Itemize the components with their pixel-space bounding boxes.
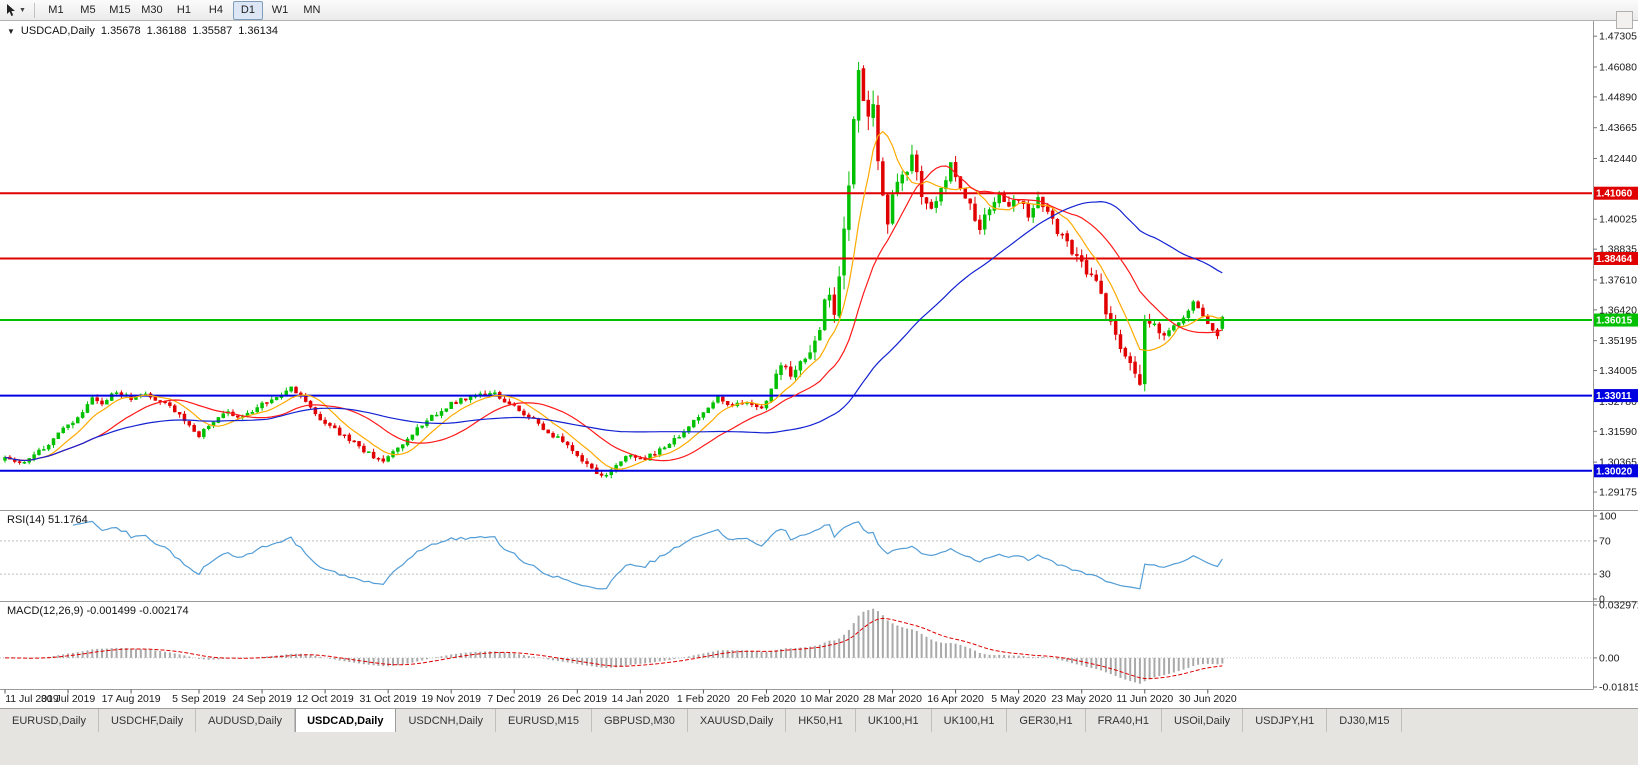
- ohlc-close-value: 1.36134: [238, 25, 278, 37]
- cursor-tool-button[interactable]: ▼: [3, 1, 29, 19]
- chart-tab-ger30-h1[interactable]: GER30,H1: [1007, 709, 1086, 732]
- scroll-up-button[interactable]: [1616, 11, 1633, 29]
- svg-text:5 Sep 2019: 5 Sep 2019: [172, 693, 226, 705]
- timeframe-button-h1[interactable]: H1: [176, 3, 191, 16]
- svg-text:70: 70: [1599, 535, 1611, 547]
- timeframe-button-m15[interactable]: M15: [109, 3, 131, 16]
- svg-text:1.36420: 1.36420: [1599, 304, 1637, 316]
- macd-indicator-label: MACD(12,26,9) -0.001499 -0.002174: [7, 605, 189, 617]
- svg-text:30 Jun 2020: 30 Jun 2020: [1179, 693, 1237, 705]
- chart-tab-usdjpy-h1[interactable]: USDJPY,H1: [1243, 709, 1328, 732]
- svg-text:24 Sep 2019: 24 Sep 2019: [232, 693, 292, 705]
- chart-tab-usdcad-daily[interactable]: USDCAD,Daily: [295, 709, 397, 732]
- price-chart-canvas[interactable]: 1.47305 1.46080 1.44890 1.43665 1.42440 1.400…: [0, 21, 1638, 707]
- chart-tab-usdchf-daily[interactable]: USDCHF,Daily: [99, 709, 197, 732]
- chart-tab-hk50-h1[interactable]: HK50,H1: [786, 709, 856, 732]
- svg-text:1 Feb 2020: 1 Feb 2020: [677, 693, 730, 705]
- timeframe-button-h4[interactable]: H4: [208, 3, 223, 16]
- cursor-arrow-icon: [7, 3, 15, 16]
- svg-text:19 Nov 2019: 19 Nov 2019: [421, 693, 481, 705]
- timeframe-toolbar: ▼ M1 M5 M15 M30 H1 H4 D1 W1 MN: [0, 0, 1638, 21]
- svg-text:1.40025: 1.40025: [1599, 214, 1637, 226]
- svg-text:16 Apr 2020: 16 Apr 2020: [927, 693, 984, 705]
- svg-text:1.35195: 1.35195: [1599, 335, 1637, 347]
- svg-text:-0.01815: -0.01815: [1599, 682, 1638, 694]
- svg-text:0.032972: 0.032972: [1599, 600, 1638, 612]
- chart-tab-audusd-daily[interactable]: AUDUSD,Daily: [196, 709, 296, 732]
- svg-text:1.31590: 1.31590: [1599, 426, 1637, 438]
- svg-text:1.38464: 1.38464: [1596, 254, 1633, 265]
- chart-tab-uk100-h1[interactable]: UK100,H1: [932, 709, 1008, 732]
- svg-text:1.46080: 1.46080: [1599, 61, 1637, 73]
- chart-tab-eurusd-daily[interactable]: EURUSD,Daily: [0, 709, 99, 732]
- chart-area[interactable]: 1.47305 1.46080 1.44890 1.43665 1.42440 1.400…: [0, 21, 1638, 707]
- svg-text:1.41060: 1.41060: [1596, 189, 1633, 200]
- chart-title: ▼ USDCAD,Daily 1.35678 1.36188 1.35587 1…: [7, 25, 278, 37]
- chart-tabbar: EURUSD,Daily USDCHF,Daily AUDUSD,Daily USDC…: [0, 708, 1638, 732]
- chart-tab-gbpusd-m30[interactable]: GBPUSD,M30: [592, 709, 688, 732]
- timeframe-button-d1[interactable]: D1: [232, 0, 263, 20]
- svg-text:11 Jun 2020: 11 Jun 2020: [1116, 693, 1173, 705]
- ohlc-low-value: 1.35587: [192, 25, 233, 37]
- svg-text:1.44890: 1.44890: [1599, 91, 1637, 103]
- chart-tab-usdcnh-daily[interactable]: USDCNH,Daily: [396, 709, 497, 732]
- svg-text:30: 30: [1599, 569, 1611, 581]
- timeframe-button-m1[interactable]: M1: [48, 3, 64, 16]
- ohlc-high-value: 1.36188: [146, 25, 187, 37]
- svg-text:26 Dec 2019: 26 Dec 2019: [548, 693, 608, 705]
- timeframe-button-mn[interactable]: MN: [303, 3, 321, 16]
- svg-text:23 May 2020: 23 May 2020: [1051, 693, 1112, 705]
- svg-text:1.43665: 1.43665: [1599, 122, 1637, 134]
- toolbar-separator: [33, 2, 35, 18]
- svg-text:1.37610: 1.37610: [1599, 274, 1637, 286]
- rsi-indicator-label: RSI(14) 51.1764: [7, 514, 88, 526]
- svg-text:14 Jan 2020: 14 Jan 2020: [611, 693, 669, 705]
- svg-text:11 Jul 2019: 11 Jul 2019: [5, 693, 59, 705]
- svg-text:31 Oct 2019: 31 Oct 2019: [360, 693, 417, 705]
- svg-text:7 Dec 2019: 7 Dec 2019: [487, 693, 541, 705]
- svg-text:28 Mar 2020: 28 Mar 2020: [863, 693, 922, 705]
- ohlc-open-value: 1.35678: [100, 25, 141, 37]
- svg-text:1.36015: 1.36015: [1596, 316, 1633, 327]
- svg-text:10 Mar 2020: 10 Mar 2020: [800, 693, 859, 705]
- chart-tab-usoil-daily[interactable]: USOil,Daily: [1162, 709, 1244, 732]
- svg-text:5 May 2020: 5 May 2020: [991, 693, 1046, 705]
- svg-text:1.33011: 1.33011: [1596, 391, 1632, 402]
- svg-text:1.29175: 1.29175: [1599, 487, 1637, 499]
- chevron-down-icon: ▼: [19, 6, 26, 14]
- timeframe-button-m30[interactable]: M30: [141, 3, 163, 16]
- svg-text:12 Oct 2019: 12 Oct 2019: [296, 693, 353, 705]
- chart-tab-uk100-h1[interactable]: UK100,H1: [856, 709, 932, 732]
- svg-text:1.42440: 1.42440: [1599, 153, 1637, 165]
- svg-text:20 Feb 2020: 20 Feb 2020: [737, 693, 796, 705]
- timeframe-button-m5[interactable]: M5: [80, 3, 96, 16]
- svg-text:17 Aug 2019: 17 Aug 2019: [102, 693, 161, 705]
- chart-tab-eurusd-m15[interactable]: EURUSD,M15: [496, 709, 592, 732]
- svg-text:0: 0: [1599, 594, 1605, 606]
- svg-text:0.00: 0.00: [1599, 652, 1620, 664]
- svg-text:1.30020: 1.30020: [1596, 466, 1633, 477]
- timeframe-button-group: M1 M5 M15 M30 H1 H4 D1 W1 MN: [40, 0, 328, 20]
- chart-tab-xauusd-daily[interactable]: XAUUSD,Daily: [688, 709, 787, 732]
- svg-text:100: 100: [1599, 511, 1617, 523]
- collapse-triangle-icon[interactable]: ▼: [7, 26, 15, 36]
- timeframe-button-w1[interactable]: W1: [271, 3, 289, 16]
- svg-text:30 Jul 2019: 30 Jul 2019: [41, 693, 95, 705]
- bottom-strip: [0, 732, 1638, 765]
- chart-tab-fra40-h1[interactable]: FRA40,H1: [1086, 709, 1162, 732]
- chart-tab-dj30-m15[interactable]: DJ30,M15: [1327, 709, 1403, 732]
- svg-text:1.47305: 1.47305: [1599, 31, 1637, 43]
- svg-text:1.34005: 1.34005: [1599, 365, 1637, 377]
- symbol-period-label: USDCAD,Daily: [20, 25, 95, 37]
